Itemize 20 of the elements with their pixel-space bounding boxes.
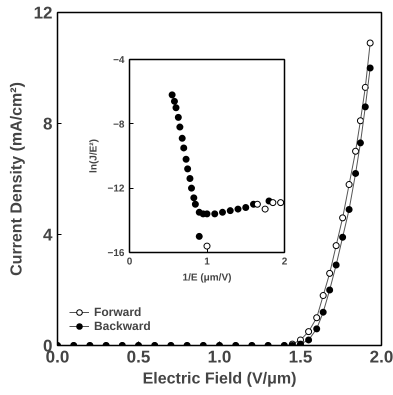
y-axis-title: ln(J/E²) [88,139,100,173]
x-axis-title: 1/E (μm/V) [182,272,232,284]
x-tick-label: 1.0 [208,348,232,366]
y-axis-title: Current Density (mA/cm²) [8,82,26,276]
y-tick-label: −4 [113,55,125,66]
y-tick-label: −16 [108,248,125,259]
legend-label: Forward [94,305,142,319]
x-tick-label: 0 [126,256,133,268]
y-tick-label: −8 [113,119,125,130]
x-axis-title: Electric Field (V/μm) [142,370,296,388]
x-tick-label: 2 [282,256,288,268]
legend-label: Backward [94,319,151,333]
y-tick-label: −12 [108,184,125,195]
y-tick-label: 12 [34,4,53,22]
x-tick-label: 1.5 [288,348,312,366]
y-tick-label: 4 [43,226,54,244]
x-tick-label: 1 [204,256,210,268]
x-tick-label: 0.5 [126,348,150,366]
y-tick-label: 8 [43,114,53,134]
x-tick-label: 2.0 [370,348,393,366]
